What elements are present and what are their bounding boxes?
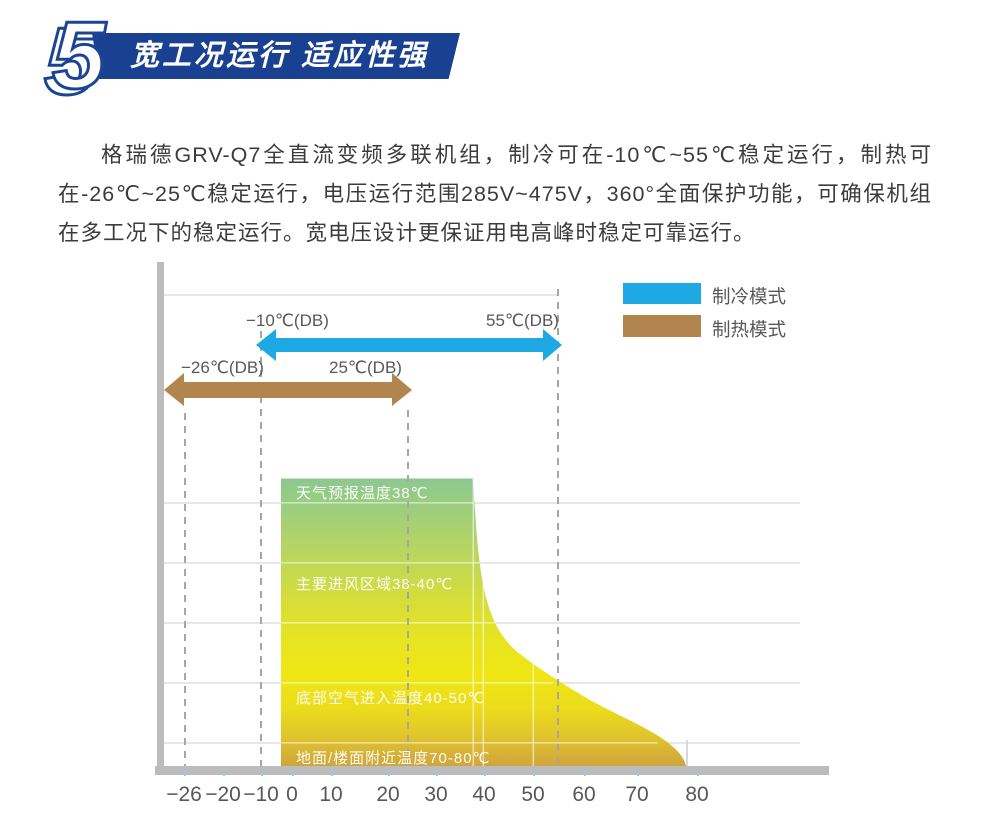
- cooling-range-arrow: [256, 329, 562, 361]
- guide-line-25: [407, 410, 409, 766]
- gridline-top: [164, 294, 558, 296]
- heating-min-label: −26℃(DB): [181, 358, 264, 377]
- heating-range-arrow: [164, 373, 412, 406]
- x-label: 60: [572, 783, 596, 806]
- band-label-ground: 地面/楼面附近温度70-80℃: [296, 750, 491, 767]
- x-tick: [484, 769, 486, 776]
- x-tick: [184, 769, 186, 776]
- heating-max-label: 25℃(DB): [329, 358, 402, 377]
- band-label-intake: 主要进风区域38-40℃: [296, 576, 454, 593]
- band-label-bottom-air: 底部空气进入温度40-50℃: [296, 690, 486, 707]
- x-label: 40: [472, 783, 496, 806]
- x-label: 70: [625, 783, 649, 806]
- area-gridline: [281, 562, 480, 564]
- x-tick: [292, 769, 294, 776]
- gridline: [164, 562, 800, 564]
- gridline: [164, 502, 800, 504]
- section-banner: [92, 33, 460, 79]
- x-tick: [637, 769, 639, 776]
- x-label: 10: [319, 783, 343, 806]
- guide-line-minus26: [184, 413, 186, 766]
- svg-text:5: 5: [44, 8, 99, 112]
- boundary-line-50c: [532, 664, 535, 766]
- x-label: 0: [286, 783, 298, 806]
- svg-text:5: 5: [52, 2, 107, 109]
- x-axis: [155, 766, 829, 775]
- x-tick: [223, 769, 225, 776]
- band-label-forecast: 天气预报温度38℃: [296, 485, 429, 502]
- guide-line-minus10: [260, 331, 262, 766]
- area-gridline: [281, 742, 658, 744]
- area-gridline: [281, 682, 553, 684]
- area-gridline: [281, 502, 474, 504]
- section-title: 宽工况运行 适应性强: [130, 40, 430, 72]
- x-label: −10: [243, 783, 279, 806]
- area-tail-line: [686, 740, 688, 766]
- area-gridline: [281, 622, 496, 624]
- x-label: −26: [166, 783, 202, 806]
- x-tick: [436, 769, 438, 776]
- intro-paragraph: 格瑞德GRV-Q7全直流变频多联机组，制冷可在-10℃~55℃稳定运行，制热可在…: [58, 142, 932, 245]
- x-label: 50: [521, 783, 545, 806]
- guide-line-55: [557, 289, 559, 766]
- x-tick: [697, 769, 699, 776]
- x-tick: [533, 769, 535, 776]
- section-number-5: 5 5: [43, 2, 109, 112]
- x-label: 80: [685, 783, 709, 806]
- legend-label-cooling: 制冷模式: [712, 286, 787, 307]
- legend-swatch-cooling: [623, 283, 701, 304]
- y-axis: [157, 262, 164, 775]
- legend-label-heating: 制热模式: [712, 319, 787, 340]
- cooling-min-label: −10℃(DB): [246, 311, 329, 330]
- boundary-line-40c: [482, 524, 485, 766]
- boundary-line-38c: [472, 479, 475, 766]
- x-tick: [584, 769, 586, 776]
- x-label: 20: [376, 783, 400, 806]
- x-tick: [331, 769, 333, 776]
- legend-swatch-heating: [623, 315, 701, 337]
- x-tick: [388, 769, 390, 776]
- x-label: 30: [424, 783, 448, 806]
- cooling-max-label: 55℃(DB): [486, 311, 559, 330]
- x-label: −20: [205, 783, 241, 806]
- x-tick: [261, 769, 263, 776]
